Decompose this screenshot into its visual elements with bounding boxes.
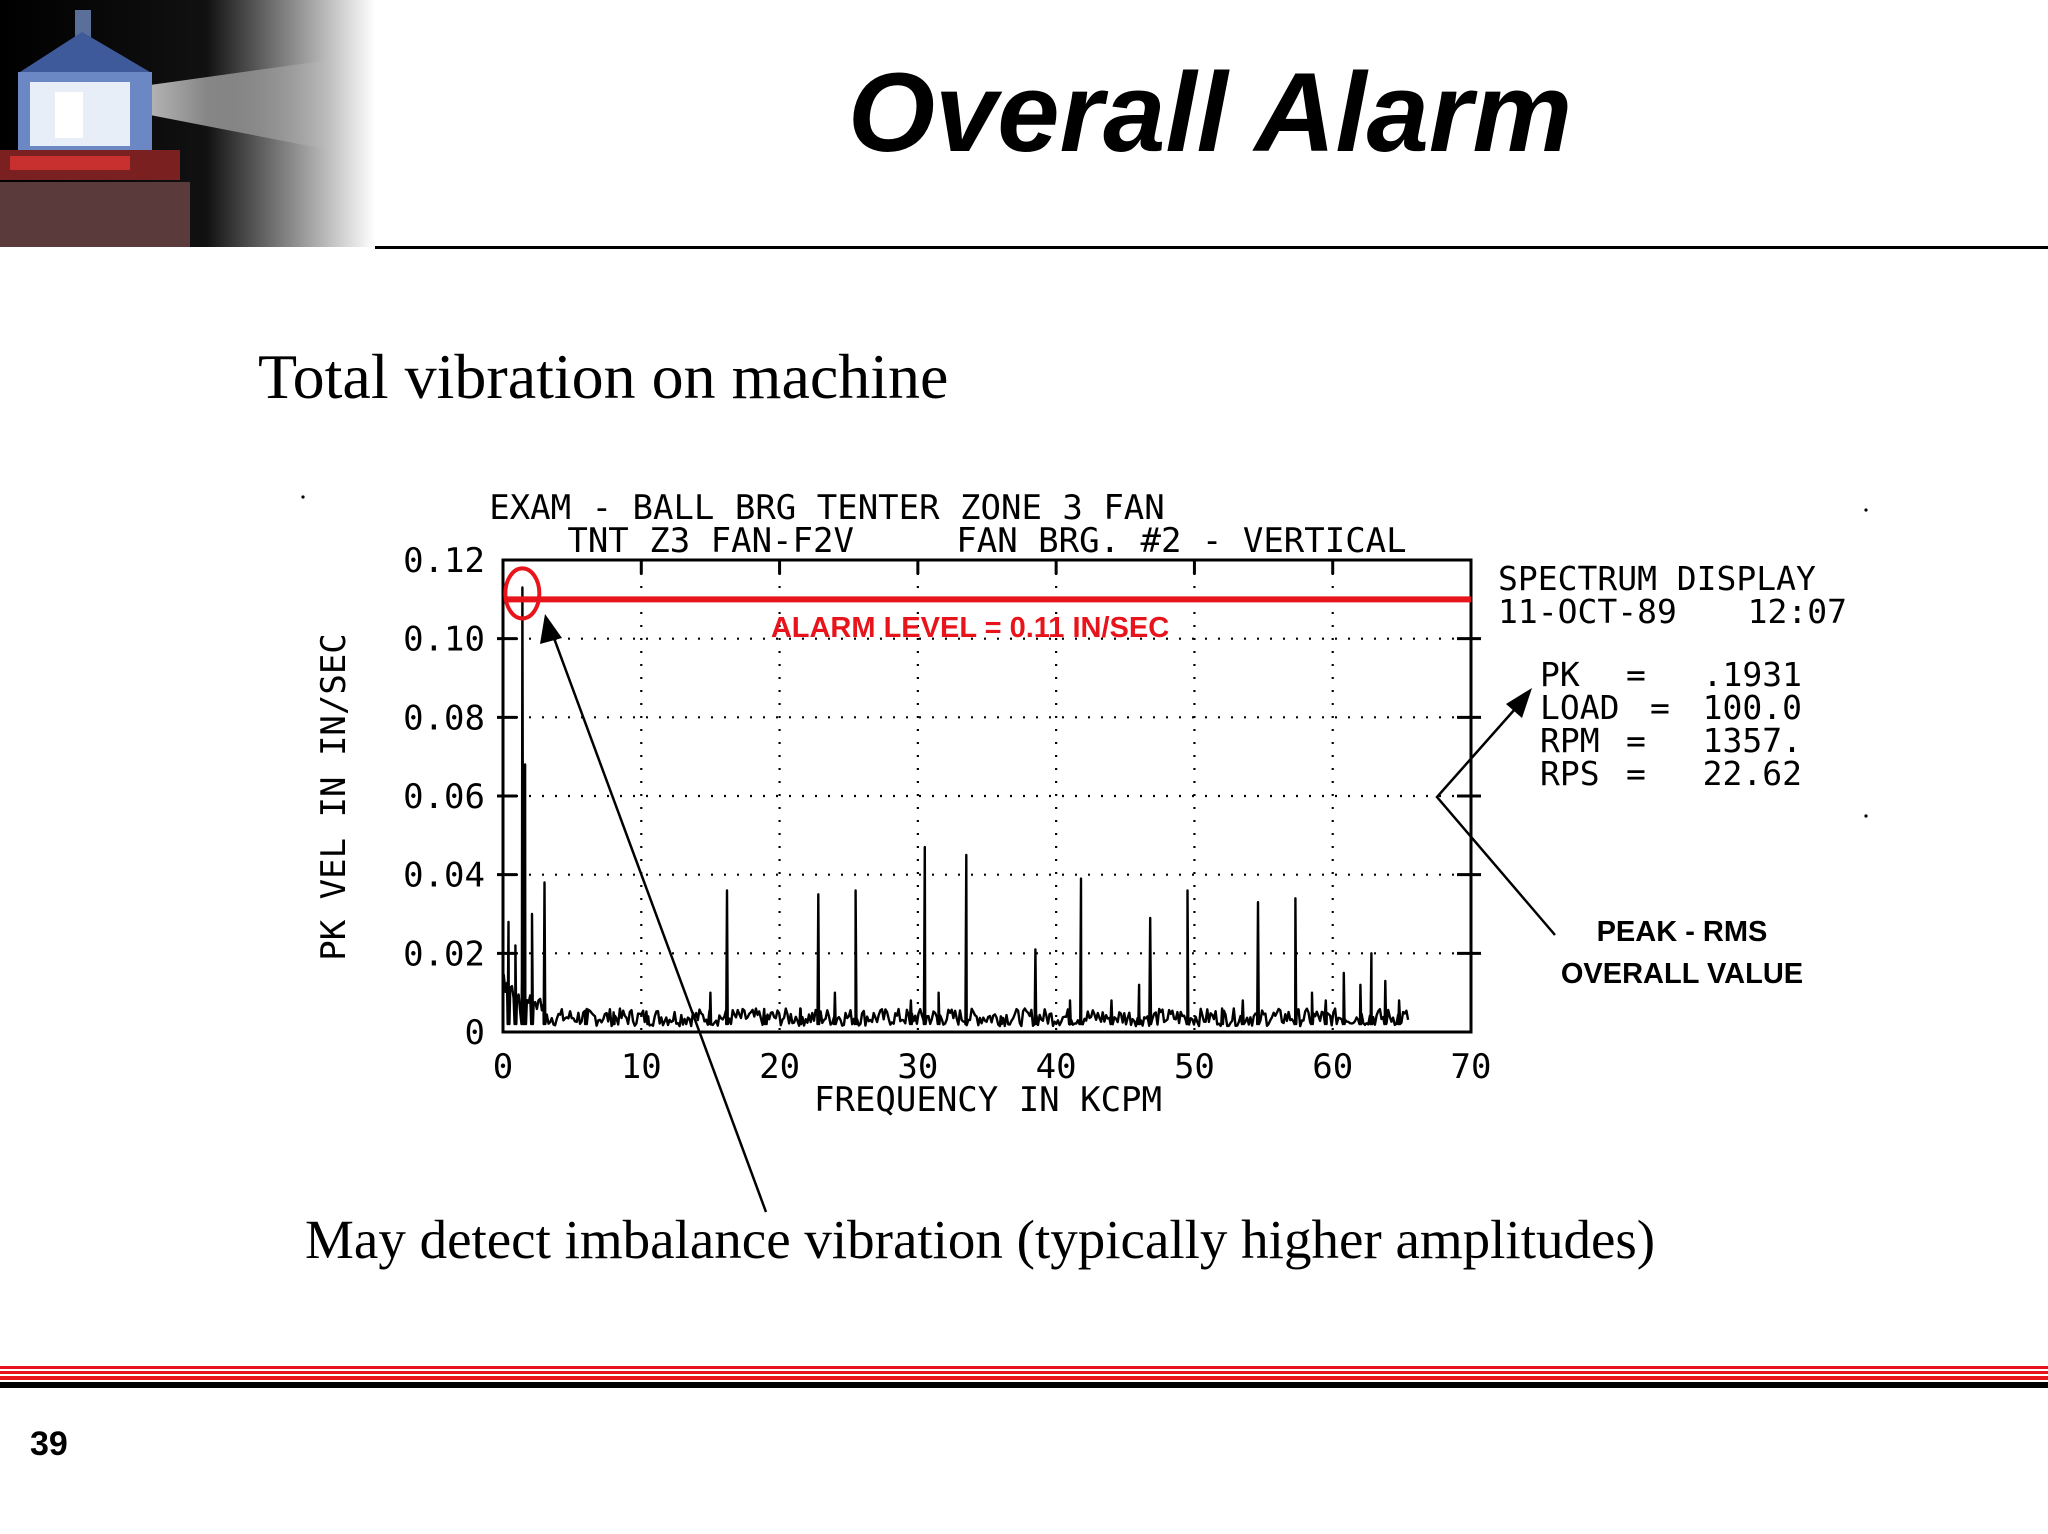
info-row-name: RPS — [1540, 754, 1600, 793]
x-tick-label: 70 — [1451, 1047, 1492, 1087]
x-axis-label: FREQUENCY IN KCPM — [814, 1080, 1162, 1120]
info-row-equals: = — [1626, 721, 1646, 760]
info-row-name: PK — [1540, 655, 1580, 694]
page-number: 39 — [30, 1425, 68, 1463]
slide-title: Overall Alarm — [847, 50, 1573, 175]
info-row-name: RPM — [1540, 721, 1600, 760]
y-tick-label: 0 — [465, 1013, 485, 1053]
peak-highlight-circle — [503, 566, 542, 621]
info-row-load: LOAD = 100.0 — [1540, 688, 1802, 727]
info-row-rpm: RPM = 1357. — [1540, 721, 1802, 760]
info-time: 12:07 — [1748, 592, 1847, 631]
info-row-equals: = — [1626, 655, 1646, 694]
info-row-equals: = — [1650, 688, 1670, 727]
info-row-rps: RPS = 22.62 — [1540, 754, 1802, 793]
y-tick-label: 0.04 — [403, 856, 485, 896]
corner-dot — [1864, 814, 1868, 818]
peak-rms-label: PEAK - RMS — [1597, 916, 1768, 948]
info-row-value: 1357. — [1703, 721, 1802, 760]
corner-dot — [301, 495, 305, 499]
info-row-value: 100.0 — [1703, 688, 1802, 727]
info-date: 11-OCT-89 — [1498, 592, 1677, 631]
imbalance-arrow — [540, 614, 768, 1213]
info-row-value: 22.62 — [1703, 754, 1802, 793]
x-tick-label: 60 — [1312, 1047, 1353, 1087]
spectrum-trace — [502, 586, 1410, 1028]
x-tick-label: 30 — [897, 1047, 938, 1087]
info-header: SPECTRUM DISPLAY — [1498, 559, 1816, 598]
info-row-name: LOAD — [1540, 688, 1619, 727]
ticks-layer: 0 10 20 30 40 50 60 70 0 0.02 0.04 0.06 0.08 0.10 0.12 — [403, 541, 1491, 1087]
chart-subtitle: TNT Z3 FAN-F2V FAN BRG. #2 - VERTICAL — [567, 521, 1406, 561]
slide-subtitle: Total vibration on machine — [258, 341, 949, 412]
x-tick-label: 20 — [759, 1047, 800, 1087]
y-tick-label: 0.06 — [403, 777, 485, 817]
overall-value-label: OVERALL VALUE — [1561, 958, 1803, 990]
chart-title: EXAM - BALL BRG TENTER ZONE 3 FAN — [489, 488, 1165, 528]
grid-layer — [503, 560, 1471, 1032]
alarm-level-label: ALARM LEVEL = 0.11 IN/SEC — [771, 612, 1169, 644]
footer-band — [0, 1366, 2048, 1390]
header-rule — [375, 246, 2048, 249]
y-tick-label: 0.10 — [403, 620, 485, 660]
x-tick-label: 50 — [1174, 1047, 1215, 1087]
y-tick-label: 0.02 — [403, 934, 485, 974]
x-tick-label: 0 — [493, 1047, 513, 1087]
info-row-pk: PK = .1931 — [1540, 655, 1802, 694]
x-tick-label: 10 — [621, 1047, 662, 1087]
info-row-value: .1931 — [1703, 655, 1802, 694]
overall-value-arrow — [1435, 688, 1556, 936]
y-tick-label: 0.08 — [403, 698, 485, 738]
y-axis-label: PK VEL IN IN/SEC — [314, 633, 354, 961]
slide-caption: May detect imbalance vibration (typicall… — [305, 1209, 1656, 1270]
corner-dot — [1864, 508, 1868, 512]
info-row-equals: = — [1626, 754, 1646, 793]
x-tick-label: 40 — [1036, 1047, 1077, 1087]
y-tick-label: 0.12 — [403, 541, 485, 581]
lighthouse-logo — [0, 0, 375, 247]
